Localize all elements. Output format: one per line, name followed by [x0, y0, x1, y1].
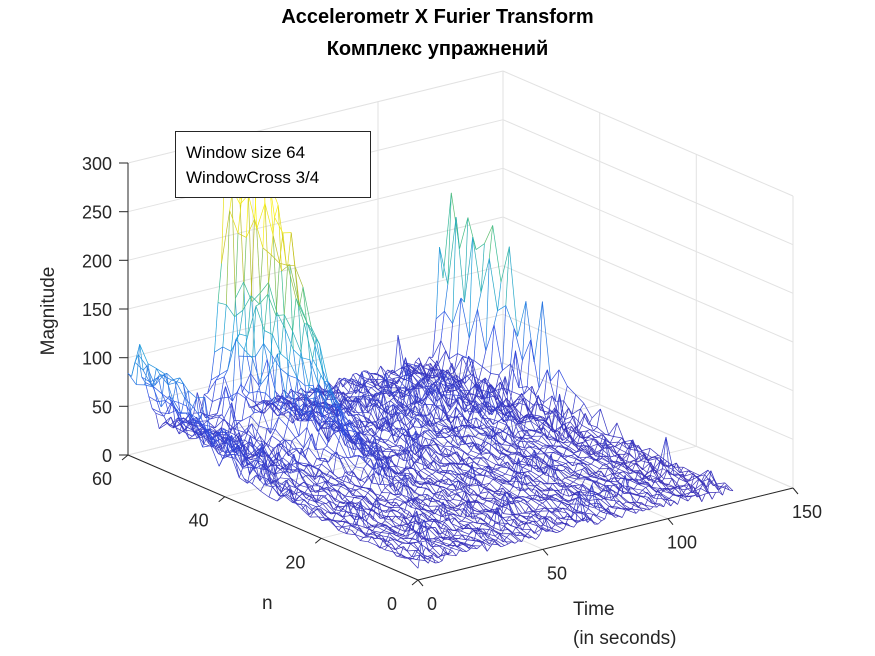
grid-line — [502, 119, 794, 246]
z-tick-label: 250 — [82, 203, 112, 223]
chart-title: Accelerometr X Furier Transform — [281, 6, 594, 28]
y-tick-mark — [218, 496, 226, 503]
y-tick-label: 40 — [189, 511, 209, 531]
x-tick-mark — [667, 518, 674, 526]
x-tick-mark — [542, 548, 549, 556]
grid-line — [127, 362, 504, 456]
z-tick-label: 150 — [82, 300, 112, 320]
y-tick-label: 60 — [92, 469, 112, 489]
y-tick-mark — [314, 537, 322, 544]
z-tick-label: 100 — [82, 349, 112, 369]
grid-line — [502, 265, 794, 392]
annotation-box: Window size 64 WindowCross 3/4 — [175, 131, 371, 198]
x-axis-label: Time — [573, 599, 615, 620]
grid-line — [321, 445, 697, 539]
z-tick-label: 0 — [102, 446, 112, 466]
x-axis-unit: (in seconds) — [573, 628, 677, 649]
surface-mesh — [127, 141, 734, 569]
z-axis-label: Magnitude — [38, 266, 59, 356]
grid-line — [127, 167, 504, 261]
y-tick-mark — [411, 579, 419, 586]
x-tick-label: 100 — [667, 533, 697, 553]
grid-line — [127, 216, 504, 310]
x-axis-line — [417, 487, 794, 581]
y-axis-label: n — [262, 593, 273, 614]
grid-line — [502, 216, 794, 343]
chart-subtitle: Комплекс упражнений — [326, 38, 549, 60]
grid-line — [502, 362, 794, 489]
grid-line — [502, 70, 794, 197]
z-tick-label: 50 — [92, 397, 112, 417]
grid-line — [127, 265, 504, 359]
x-tick-label: 150 — [792, 502, 822, 522]
grid-line — [502, 167, 794, 294]
x-tick-label: 0 — [427, 594, 437, 614]
y-tick-mark — [121, 454, 129, 461]
x-tick-label: 50 — [547, 563, 567, 583]
annotation-line-1: Window size 64 — [186, 143, 306, 162]
grid-line — [127, 313, 504, 407]
x-tick-mark — [792, 487, 799, 495]
z-tick-label: 300 — [82, 154, 112, 174]
tick-labels: 0 50 100 150 0 20 40 60 0 50 100 150 200 250 300 — [82, 154, 822, 614]
z-tick-label: 200 — [82, 251, 112, 271]
annotation-line-2: WindowCross 3/4 — [186, 168, 320, 187]
x-tick-mark — [417, 579, 424, 587]
y-axis-line — [127, 454, 419, 581]
y-tick-label: 20 — [285, 552, 305, 572]
grid-line — [502, 313, 794, 440]
y-tick-label: 0 — [387, 594, 397, 614]
